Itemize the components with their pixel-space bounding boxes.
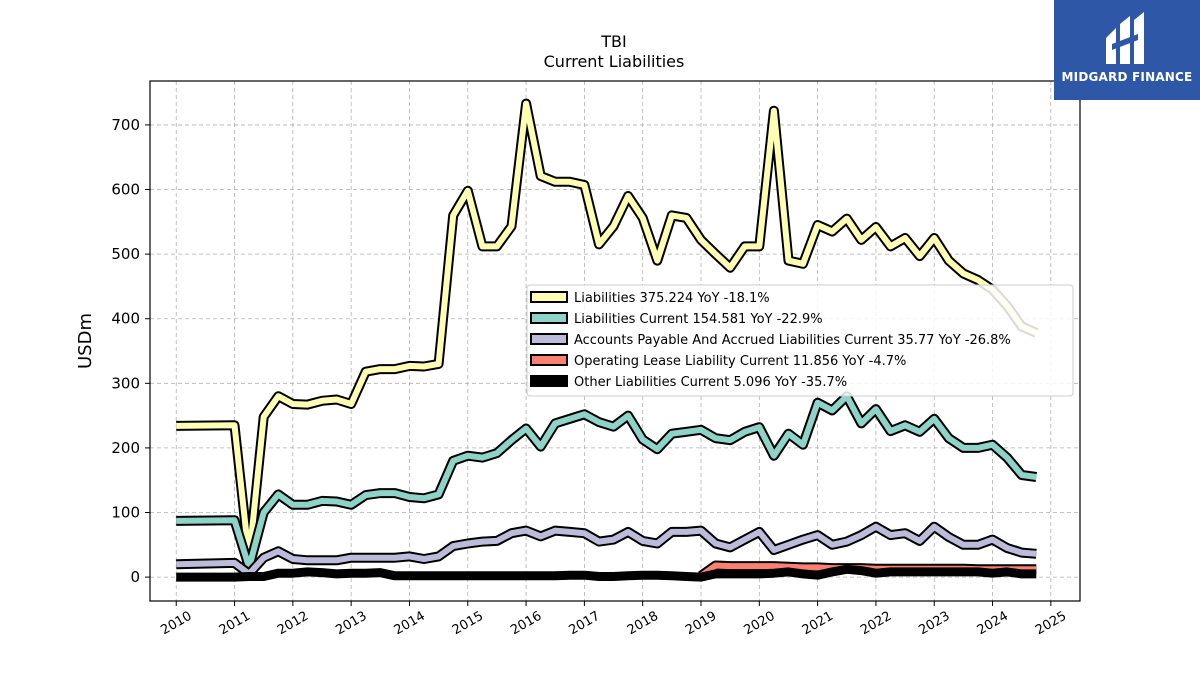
chart-title: TBI [600, 32, 626, 51]
brand-logo: MIDGARD FINANCE [1054, 0, 1200, 100]
logo-mark-icon [1106, 12, 1144, 64]
series-group [176, 98, 1039, 582]
y-axis-label: USDm [75, 313, 96, 369]
legend-swatch [530, 291, 568, 303]
legend-swatch [530, 333, 568, 345]
x-tick-label: 2013 [333, 609, 369, 639]
x-tick-label: 2012 [275, 609, 311, 639]
y-tick-label: 600 [111, 181, 140, 199]
legend-entry: Accounts Payable And Accrued Liabilities… [574, 333, 1011, 348]
legend-entry: Liabilities 375.224 YoY -18.1% [574, 291, 770, 306]
legend-swatch [530, 354, 568, 366]
x-tick-label: 2016 [508, 609, 544, 639]
x-tick-label: 2023 [916, 609, 952, 639]
series-line [176, 100, 1038, 562]
series-line [176, 393, 1037, 571]
x-tick-label: 2018 [625, 609, 661, 639]
legend-box [526, 284, 1074, 397]
y-tick-label: 100 [111, 504, 140, 522]
logo-text: MIDGARD FINANCE [1061, 70, 1193, 84]
x-tick-label: 2024 [975, 609, 1011, 639]
series-liabilities [176, 98, 1039, 564]
x-tick-label: 2010 [158, 609, 194, 639]
legend: Liabilities 375.224 YoY -18.1% Liabilitie… [526, 284, 1074, 397]
legend-entry: Other Liabilities Current 5.096 YoY -35.… [574, 375, 847, 390]
legend-entry: Liabilities Current 154.581 YoY -22.9% [574, 312, 823, 327]
series-line [176, 564, 1037, 582]
x-tick-label: 2011 [217, 609, 253, 639]
y-tick-label: 500 [111, 245, 140, 263]
x-tick-label: 2017 [567, 609, 603, 639]
x-tick-label: 2015 [450, 609, 486, 639]
plot-frame [149, 80, 1081, 602]
y-tick-label: 0 [130, 568, 140, 586]
x-tick-label: 2020 [741, 609, 777, 639]
legend-swatch [530, 375, 568, 387]
series-line [176, 523, 1037, 577]
x-tick-label: 2021 [800, 609, 836, 639]
y-tick-label: 700 [111, 116, 140, 134]
legend-swatch [530, 312, 568, 324]
series-liabilities-current [176, 391, 1037, 573]
y-tick-label: 200 [111, 439, 140, 457]
chart-subtitle: Current Liabilities [544, 52, 685, 71]
x-tick-label: 2025 [1033, 609, 1069, 639]
x-tick-label: 2022 [858, 609, 894, 639]
legend-entry: Operating Lease Liability Current 11.856… [574, 354, 906, 369]
y-tick-label: 300 [111, 374, 140, 392]
x-tick-label: 2014 [392, 609, 428, 639]
x-tick-label: 2019 [683, 609, 719, 639]
y-tick-label: 400 [111, 310, 140, 328]
series-accounts-payable-and-accrued-liabilities-current [176, 521, 1037, 579]
series-other-liabilities-current [176, 564, 1037, 582]
